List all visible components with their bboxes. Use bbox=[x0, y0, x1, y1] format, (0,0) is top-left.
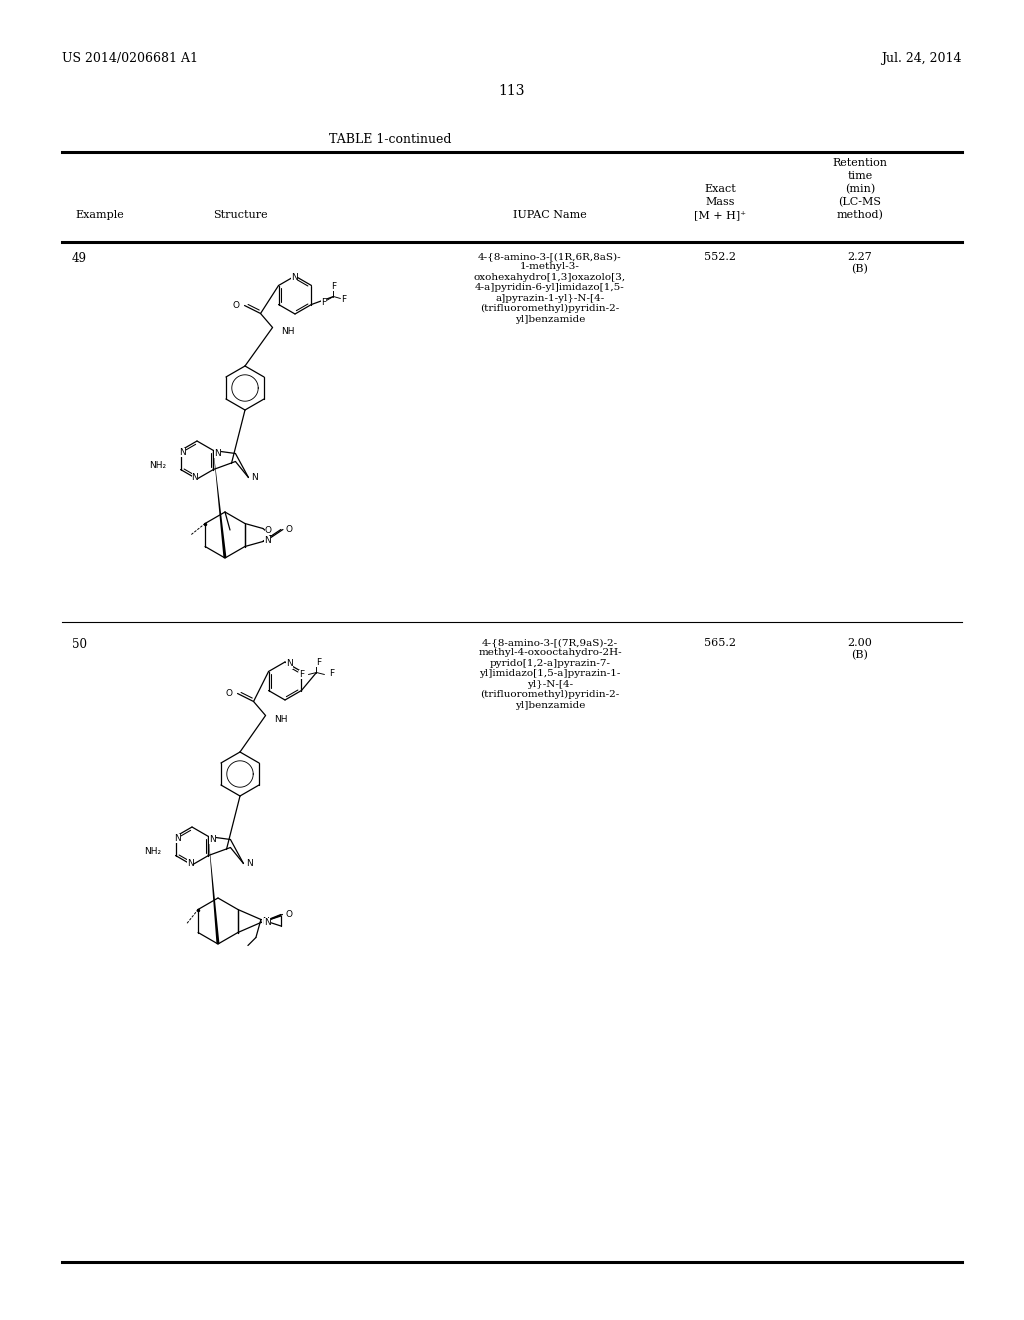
Text: N: N bbox=[186, 858, 194, 867]
Text: N: N bbox=[291, 272, 297, 281]
Text: O: O bbox=[225, 689, 232, 698]
Text: F: F bbox=[321, 298, 326, 308]
Text: N: N bbox=[264, 917, 270, 927]
Text: 2.00
(B): 2.00 (B) bbox=[848, 638, 872, 660]
Text: N: N bbox=[252, 473, 258, 482]
Text: [M + H]⁺: [M + H]⁺ bbox=[694, 210, 746, 220]
Text: N: N bbox=[262, 917, 268, 927]
Text: Example: Example bbox=[76, 210, 124, 220]
Text: 50: 50 bbox=[72, 638, 87, 651]
Text: O: O bbox=[232, 301, 240, 310]
Text: F: F bbox=[341, 294, 346, 304]
Text: N: N bbox=[191, 473, 199, 482]
Text: TABLE 1-continued: TABLE 1-continued bbox=[329, 133, 452, 147]
Text: N: N bbox=[286, 660, 293, 668]
Text: US 2014/0206681 A1: US 2014/0206681 A1 bbox=[62, 51, 198, 65]
Text: IUPAC Name: IUPAC Name bbox=[513, 210, 587, 220]
Text: (min): (min) bbox=[845, 183, 876, 194]
Text: N: N bbox=[247, 859, 253, 869]
Text: F: F bbox=[331, 282, 336, 290]
Text: 2.27
(B): 2.27 (B) bbox=[848, 252, 872, 275]
Text: 552.2: 552.2 bbox=[705, 252, 736, 261]
Text: O: O bbox=[286, 525, 293, 535]
Text: method): method) bbox=[837, 210, 884, 220]
Text: NH: NH bbox=[274, 715, 288, 723]
Text: Structure: Structure bbox=[213, 210, 267, 220]
Text: NH₂: NH₂ bbox=[144, 847, 162, 855]
Text: Mass: Mass bbox=[706, 197, 735, 207]
Text: O: O bbox=[265, 525, 272, 535]
Text: 113: 113 bbox=[499, 84, 525, 98]
Text: O: O bbox=[286, 909, 293, 919]
Text: time: time bbox=[848, 172, 872, 181]
Text: Exact: Exact bbox=[705, 183, 736, 194]
Text: 49: 49 bbox=[72, 252, 87, 265]
Text: N: N bbox=[210, 836, 216, 843]
Text: 4-{8-amino-3-[(1R,6R,8aS)-
1-methyl-3-
oxohexahydro[1,3]oxazolo[3,
4-a]pyridin-6: 4-{8-amino-3-[(1R,6R,8aS)- 1-methyl-3- o… bbox=[474, 252, 626, 323]
Text: NH: NH bbox=[282, 327, 295, 337]
Polygon shape bbox=[209, 837, 219, 944]
Text: N: N bbox=[179, 447, 186, 457]
Text: (LC-MS: (LC-MS bbox=[839, 197, 882, 207]
Polygon shape bbox=[213, 450, 226, 558]
Text: F: F bbox=[330, 669, 335, 678]
Text: Jul. 24, 2014: Jul. 24, 2014 bbox=[882, 51, 962, 65]
Text: N: N bbox=[214, 449, 221, 458]
Text: F: F bbox=[315, 657, 321, 667]
Text: NH₂: NH₂ bbox=[150, 461, 167, 470]
Text: 4-{8-amino-3-[(7R,9aS)-2-
methyl-4-oxooctahydro-2H-
pyrido[1,2-a]pyrazin-7-
yl]i: 4-{8-amino-3-[(7R,9aS)-2- methyl-4-oxooc… bbox=[478, 638, 622, 710]
Text: F: F bbox=[299, 671, 304, 678]
Text: Retention: Retention bbox=[833, 158, 888, 168]
Text: N: N bbox=[174, 834, 181, 843]
Text: 565.2: 565.2 bbox=[705, 638, 736, 648]
Text: N: N bbox=[264, 536, 270, 545]
